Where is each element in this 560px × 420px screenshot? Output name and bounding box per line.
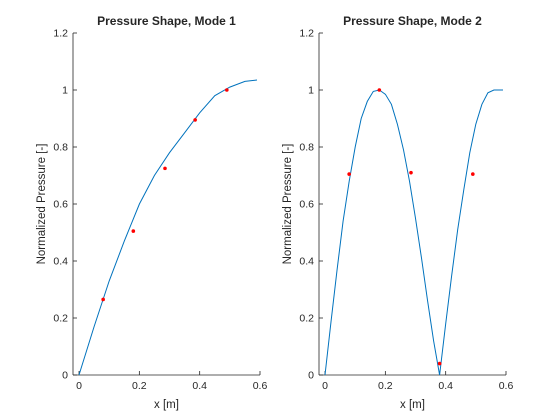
y-tick-label: 0 — [62, 370, 68, 382]
data-point-marker — [437, 361, 442, 366]
x-axis-label: x [m] — [154, 399, 179, 411]
data-point-marker — [101, 297, 105, 302]
x-axis-label: x [m] — [400, 399, 425, 411]
y-tick-label: 1 — [62, 85, 68, 97]
data-point-marker — [409, 170, 413, 175]
data-point-marker — [377, 88, 382, 92]
x-tick-label: 0.4 — [438, 380, 453, 392]
y-tick-label: 0.4 — [299, 256, 314, 268]
chart-1: 0 0.2 0.4 0.6 0.8 1 1.2 0 0.2 0.4 0.6 Pressure Shap… — [36, 14, 267, 411]
y-tick-label: 1 — [308, 85, 314, 97]
data-point-marker — [193, 118, 197, 122]
x-tick-label: 0.4 — [192, 380, 207, 392]
data-point-marker — [471, 172, 475, 176]
x-tick-label: 0.6 — [253, 380, 268, 392]
x-tick-label: 0 — [76, 380, 82, 392]
x-tick-label: 0.2 — [132, 380, 147, 392]
y-tick-label: 0.6 — [53, 199, 68, 211]
x-tick-label: 0 — [322, 380, 328, 392]
y-tick-label: 1.2 — [53, 28, 68, 40]
y-tick-label: 0.8 — [53, 142, 68, 154]
data-point-marker — [347, 172, 351, 176]
data-point-marker — [225, 88, 229, 92]
y-tick-label: 0.6 — [299, 199, 314, 211]
y-tick-label: 0.2 — [53, 313, 68, 325]
data-point-marker — [131, 229, 136, 233]
y-tick-label: 1.2 — [299, 28, 314, 40]
y-tick-label: 0.8 — [299, 142, 314, 154]
y-tick-label: 0.4 — [53, 256, 68, 268]
x-tick-label: 0.6 — [499, 380, 514, 392]
y-axis-label: Normalized Pressure [-] — [282, 144, 294, 265]
series-line — [324, 89, 503, 376]
chart-title: Pressure Shape, Mode 1 — [97, 14, 236, 28]
chart-title: Pressure Shape, Mode 2 — [343, 14, 482, 28]
data-point-marker — [163, 166, 167, 171]
series-line — [78, 79, 258, 376]
y-tick-label: 0 — [308, 370, 314, 382]
chart-2: 0 0.2 0.4 0.6 0.8 1 1.2 0 0.2 0.4 0.6 Pressure Shap… — [282, 14, 513, 411]
y-tick-label: 0.2 — [299, 313, 314, 325]
x-tick-label: 0.2 — [378, 380, 393, 392]
y-axis-label: Normalized Pressure [-] — [36, 144, 48, 265]
